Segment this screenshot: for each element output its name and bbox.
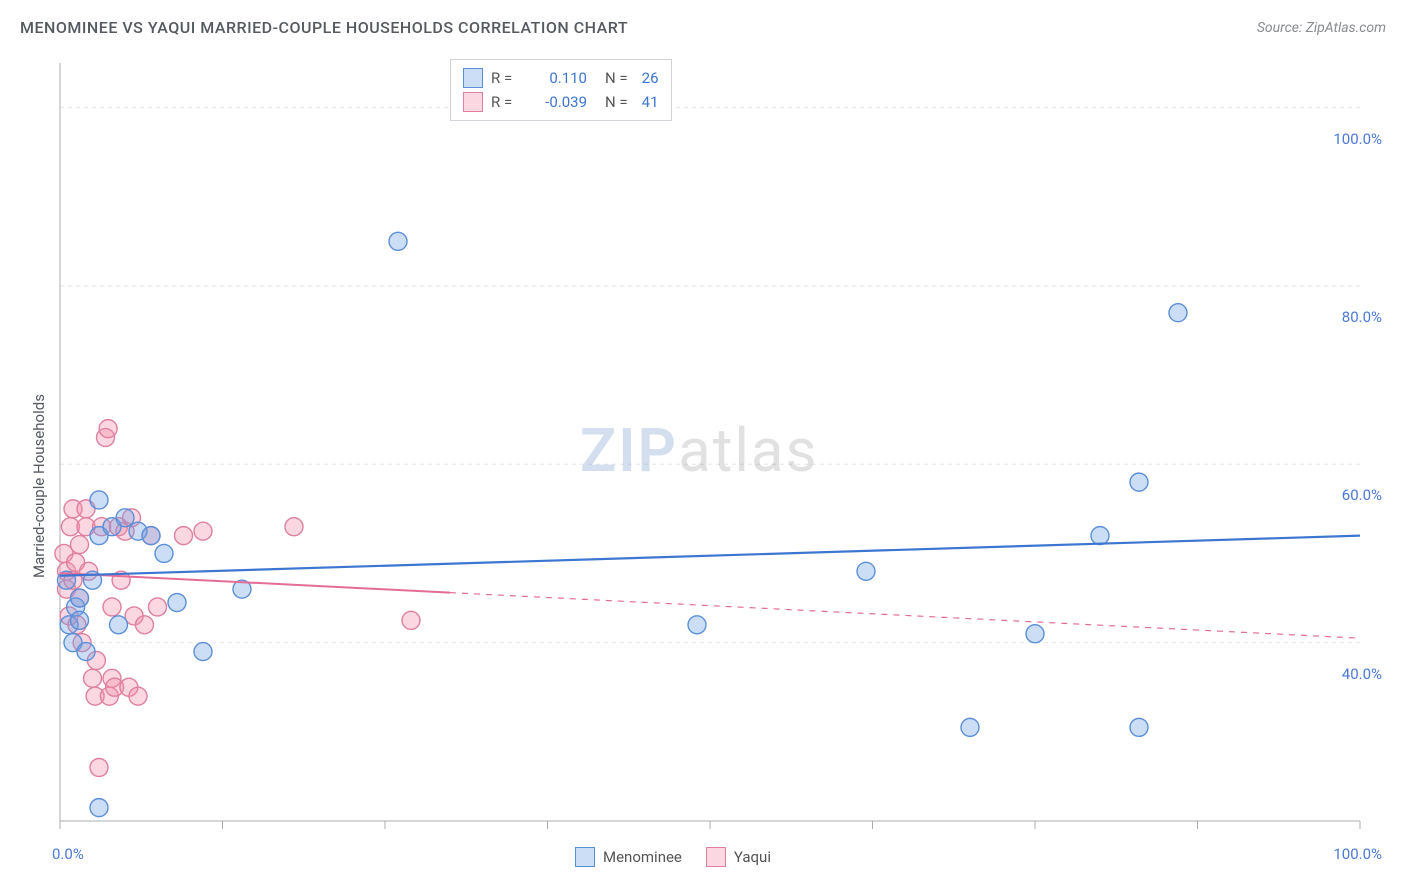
y-tick-label: 60.0% bbox=[1342, 486, 1382, 504]
legend-label: Menominee bbox=[603, 848, 682, 866]
stats-legend-row: R = -0.039 N = 41 bbox=[463, 90, 659, 114]
y-tick-label: 80.0% bbox=[1342, 308, 1382, 326]
legend-swatch bbox=[575, 847, 595, 867]
source-label: Source: ZipAtlas.com bbox=[1257, 20, 1386, 36]
r-value: 0.110 bbox=[527, 66, 587, 90]
chart-header: MENOMINEE VS YAQUI MARRIED-COUPLE HOUSEH… bbox=[0, 0, 1406, 47]
legend-swatch bbox=[463, 92, 483, 112]
legend-item: Menominee bbox=[575, 847, 682, 867]
x-tick-label-first: 0.0% bbox=[52, 845, 84, 863]
legend-swatch bbox=[463, 68, 483, 88]
series-legend: Menominee Yaqui bbox=[575, 847, 771, 867]
chart-area: Married-couple Households R =0.110N =26R… bbox=[20, 55, 1386, 875]
y-tick-label: 40.0% bbox=[1342, 665, 1382, 683]
chart-title: MENOMINEE VS YAQUI MARRIED-COUPLE HOUSEH… bbox=[20, 18, 628, 37]
y-tick-label: 100.0% bbox=[1333, 130, 1382, 148]
r-label: R = bbox=[491, 66, 519, 90]
stats-legend-row: R = 0.110 N = 26 bbox=[463, 66, 659, 90]
legend-swatch bbox=[706, 847, 726, 867]
n-value: 26 bbox=[642, 66, 659, 90]
correlation-stats-legend: R = 0.110 N = 26 R = -0.039 N = 41 bbox=[450, 59, 672, 121]
n-value: 41 bbox=[642, 90, 659, 114]
r-value: -0.039 bbox=[527, 90, 587, 114]
legend-item: Yaqui bbox=[706, 847, 771, 867]
y-axis-label: Married-couple Households bbox=[30, 395, 48, 579]
r-label: R = bbox=[491, 90, 519, 114]
n-label: N = bbox=[605, 90, 628, 114]
legend-label: Yaqui bbox=[734, 848, 771, 866]
scatter-chart-svg bbox=[20, 55, 1386, 875]
x-tick-label-last: 100.0% bbox=[1333, 845, 1382, 863]
n-label: N = bbox=[605, 66, 628, 90]
